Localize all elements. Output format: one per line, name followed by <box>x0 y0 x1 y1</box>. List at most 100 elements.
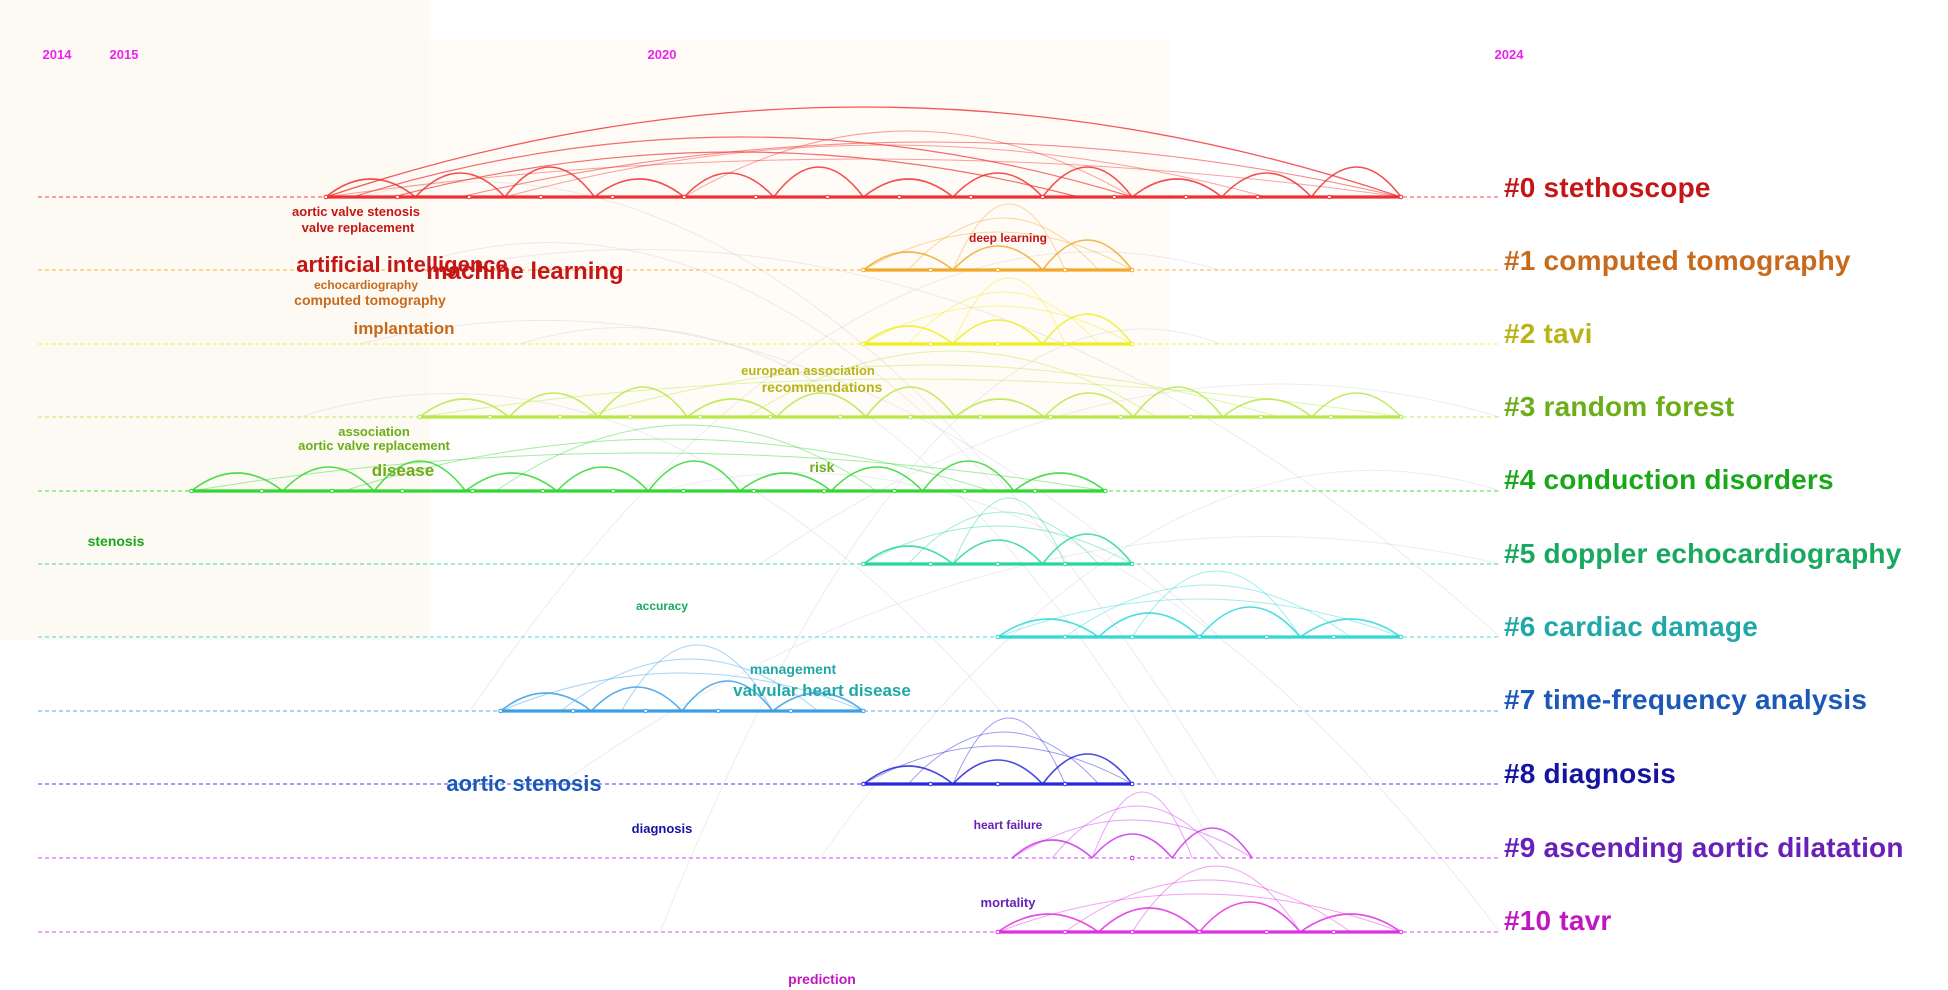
citation-arc <box>863 231 1133 271</box>
citation-arc <box>686 398 778 418</box>
citation-arc <box>1013 472 1106 492</box>
keyword-label[interactable]: aortic valve stenosis <box>292 204 420 219</box>
citation-arc <box>647 460 741 492</box>
node-dot <box>323 194 329 200</box>
node-dot <box>1398 634 1404 640</box>
keyword-label[interactable]: european association <box>741 363 875 378</box>
cluster-label-5[interactable]: #5 doppler echocardiography <box>1504 538 1902 569</box>
keyword-label[interactable]: heart failure <box>973 818 1043 832</box>
citation-arc <box>1051 805 1223 859</box>
citation-arc <box>863 525 1133 565</box>
keyword-label[interactable]: association <box>338 424 410 439</box>
cluster-label-9[interactable]: #9 ascending aortic dilatation <box>1504 832 1904 863</box>
node-dot <box>1264 634 1269 640</box>
keyword-label[interactable]: recommendations <box>761 379 883 395</box>
citation-arc <box>392 151 1079 198</box>
citation-arc <box>997 598 1402 638</box>
keyword-label[interactable]: accuracy <box>635 599 689 613</box>
node-dot <box>995 561 1001 567</box>
citation-arc <box>1131 865 1301 933</box>
link-line <box>659 328 1221 933</box>
citation-arc <box>862 765 954 785</box>
node-dot <box>995 634 1001 640</box>
keyword-label[interactable]: machine learning <box>426 258 624 285</box>
keyword-label[interactable]: disease <box>371 461 435 480</box>
node-dot <box>1258 414 1264 420</box>
citation-arc <box>1064 584 1351 638</box>
node-dot <box>466 194 472 200</box>
keyword-label[interactable]: diagnosis <box>631 821 693 836</box>
node-dot <box>838 414 843 420</box>
citation-arc <box>952 245 1044 271</box>
citation-arc <box>325 106 1402 198</box>
citation-arc <box>1171 827 1253 859</box>
node-dot <box>570 708 576 714</box>
citation-arc <box>500 672 864 712</box>
keyword-label[interactable]: risk <box>809 459 835 475</box>
keyword-label[interactable]: stenosis <box>87 533 145 549</box>
keyword-label[interactable]: valve replacement <box>301 220 415 235</box>
node-dot <box>753 194 759 200</box>
citation-arc <box>1041 166 1133 198</box>
citation-arc <box>282 466 375 492</box>
node-dot <box>259 488 265 494</box>
citation-arc <box>1299 618 1402 638</box>
citation-arc <box>865 386 956 418</box>
citation-arc <box>830 466 924 492</box>
node-dot <box>962 488 968 494</box>
keyword-label[interactable]: management <box>749 661 837 677</box>
node-dot <box>610 488 616 494</box>
node-dot <box>610 194 615 200</box>
keyword-label[interactable]: echocardiography <box>313 278 419 292</box>
citation-arc <box>952 759 1044 785</box>
cluster-label-4[interactable]: #4 conduction disorders <box>1504 464 1834 495</box>
cluster-label-0[interactable]: #0 stethoscope <box>1504 172 1711 203</box>
cluster-label-8[interactable]: #8 diagnosis <box>1504 758 1677 789</box>
keyword-label[interactable]: mortality <box>980 895 1036 910</box>
cluster-label-1[interactable]: #1 computed tomography <box>1504 245 1851 276</box>
citation-arc <box>746 350 1156 418</box>
citation-arc <box>863 305 1133 345</box>
year-label-2014: 2014 <box>42 47 72 62</box>
citation-arc <box>776 392 867 418</box>
keyword-label[interactable]: valvular heart disease <box>733 681 911 700</box>
link-line <box>359 319 1221 638</box>
keyword-label[interactable]: artificial intelligence <box>296 252 508 277</box>
citation-arc <box>952 277 1066 345</box>
citation-arc <box>921 460 1015 492</box>
citation-arc <box>681 680 774 712</box>
citation-arc <box>1041 313 1133 345</box>
keyword-label[interactable]: aortic valve replacement <box>298 438 450 453</box>
keyword-label[interactable]: aortic stenosis <box>446 771 602 796</box>
cluster-label-7[interactable]: #7 time-frequency analysis <box>1504 684 1868 715</box>
node-dot <box>538 194 544 200</box>
citation-arc <box>683 172 775 198</box>
keyword-label[interactable]: computed tomography <box>294 292 446 308</box>
citation-arc <box>952 203 1066 271</box>
node-dot <box>1327 194 1332 200</box>
citation-arc <box>560 658 819 712</box>
cluster-label-3[interactable]: #3 random forest <box>1504 391 1735 422</box>
node-dot <box>896 194 902 200</box>
node-dot <box>498 708 503 714</box>
citation-arc <box>1064 879 1351 933</box>
node-dot <box>1062 929 1068 935</box>
citation-arc <box>1198 901 1301 933</box>
citation-arc <box>419 378 1402 418</box>
node-dot <box>821 488 827 494</box>
node-dot <box>395 194 400 200</box>
node-dot <box>417 414 423 420</box>
citation-arc <box>1041 533 1133 565</box>
keyword-label[interactable]: prediction <box>788 971 856 987</box>
cluster-label-10[interactable]: #10 tavr <box>1504 905 1612 936</box>
citation-arc <box>556 466 649 492</box>
citation-arc <box>862 325 954 345</box>
citation-arc <box>863 745 1133 785</box>
keyword-label[interactable]: implantation <box>353 319 455 338</box>
cluster-label-6[interactable]: #6 cardiac damage <box>1504 611 1758 642</box>
citation-arc <box>1221 172 1312 198</box>
node-dot <box>751 488 757 494</box>
cluster-label-2[interactable]: #2 tavi <box>1504 318 1593 349</box>
citation-arc <box>952 172 1044 198</box>
keyword-label[interactable]: deep learning <box>968 231 1048 245</box>
